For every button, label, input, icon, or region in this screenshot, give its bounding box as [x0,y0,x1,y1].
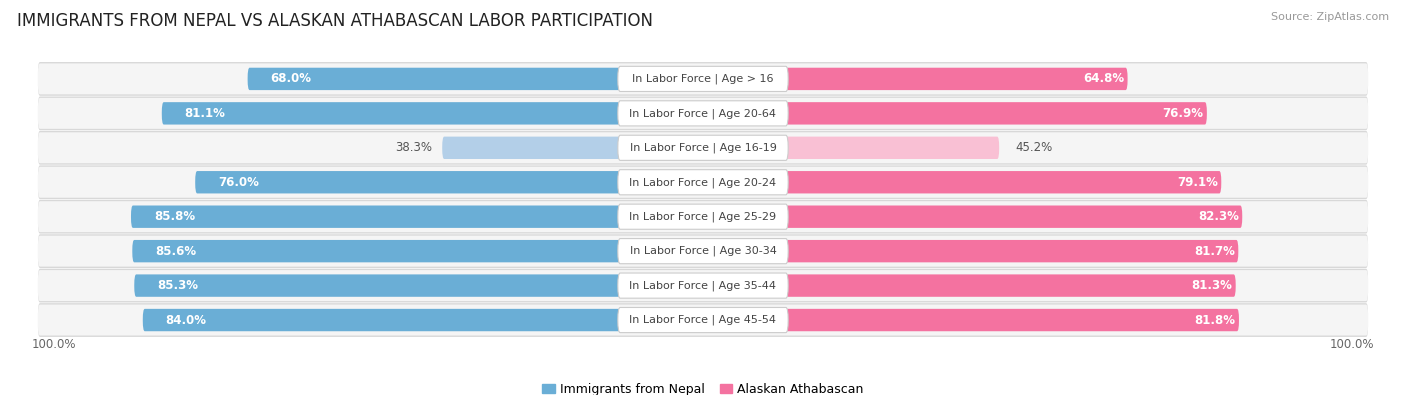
FancyBboxPatch shape [443,137,703,159]
FancyBboxPatch shape [38,98,1368,129]
Text: 81.7%: 81.7% [1194,245,1234,258]
FancyBboxPatch shape [38,234,1368,268]
FancyBboxPatch shape [38,131,1368,165]
Text: In Labor Force | Age 16-19: In Labor Force | Age 16-19 [630,143,776,153]
FancyBboxPatch shape [38,269,1368,303]
FancyBboxPatch shape [38,201,1368,232]
FancyBboxPatch shape [693,240,1239,262]
FancyBboxPatch shape [38,64,1368,94]
FancyBboxPatch shape [38,132,1368,163]
Text: In Labor Force | Age 20-64: In Labor Force | Age 20-64 [630,108,776,118]
FancyBboxPatch shape [143,309,703,331]
FancyBboxPatch shape [617,101,789,126]
FancyBboxPatch shape [617,239,789,264]
Text: 45.2%: 45.2% [1015,141,1053,154]
Legend: Immigrants from Nepal, Alaskan Athabascan: Immigrants from Nepal, Alaskan Athabasca… [537,378,869,395]
Text: 68.0%: 68.0% [270,72,312,85]
Text: 81.3%: 81.3% [1191,279,1233,292]
Text: In Labor Force | Age > 16: In Labor Force | Age > 16 [633,73,773,84]
Text: 84.0%: 84.0% [166,314,207,327]
Text: 81.1%: 81.1% [184,107,225,120]
FancyBboxPatch shape [693,309,1239,331]
FancyBboxPatch shape [617,273,789,298]
FancyBboxPatch shape [617,135,789,160]
Text: 85.6%: 85.6% [155,245,197,258]
Text: In Labor Force | Age 30-34: In Labor Force | Age 30-34 [630,246,776,256]
FancyBboxPatch shape [38,236,1368,267]
Text: 64.8%: 64.8% [1083,72,1125,85]
Text: In Labor Force | Age 45-54: In Labor Force | Age 45-54 [630,315,776,325]
Text: 100.0%: 100.0% [31,339,76,351]
FancyBboxPatch shape [693,205,1243,228]
Text: 100.0%: 100.0% [1330,339,1375,351]
FancyBboxPatch shape [247,68,703,90]
Text: 85.8%: 85.8% [153,210,195,223]
Text: 85.3%: 85.3% [157,279,198,292]
Text: In Labor Force | Age 20-24: In Labor Force | Age 20-24 [630,177,776,188]
FancyBboxPatch shape [693,275,1236,297]
FancyBboxPatch shape [617,307,789,333]
Text: 38.3%: 38.3% [395,141,433,154]
FancyBboxPatch shape [617,66,789,92]
Text: 82.3%: 82.3% [1198,210,1239,223]
Text: In Labor Force | Age 25-29: In Labor Force | Age 25-29 [630,211,776,222]
Text: In Labor Force | Age 35-44: In Labor Force | Age 35-44 [630,280,776,291]
FancyBboxPatch shape [38,167,1368,198]
FancyBboxPatch shape [131,205,703,228]
FancyBboxPatch shape [38,270,1368,301]
FancyBboxPatch shape [38,200,1368,233]
FancyBboxPatch shape [617,170,789,195]
FancyBboxPatch shape [693,68,1128,90]
FancyBboxPatch shape [38,96,1368,130]
FancyBboxPatch shape [693,137,1000,159]
Text: 76.9%: 76.9% [1163,107,1204,120]
Text: 79.1%: 79.1% [1177,176,1218,189]
FancyBboxPatch shape [134,275,703,297]
FancyBboxPatch shape [132,240,703,262]
FancyBboxPatch shape [38,303,1368,337]
FancyBboxPatch shape [38,166,1368,199]
Text: IMMIGRANTS FROM NEPAL VS ALASKAN ATHABASCAN LABOR PARTICIPATION: IMMIGRANTS FROM NEPAL VS ALASKAN ATHABAS… [17,12,652,30]
FancyBboxPatch shape [162,102,703,124]
FancyBboxPatch shape [693,171,1222,194]
Text: 81.8%: 81.8% [1195,314,1236,327]
Text: Source: ZipAtlas.com: Source: ZipAtlas.com [1271,12,1389,22]
FancyBboxPatch shape [617,204,789,229]
FancyBboxPatch shape [693,102,1206,124]
Text: 76.0%: 76.0% [218,176,259,189]
FancyBboxPatch shape [195,171,703,194]
FancyBboxPatch shape [38,62,1368,96]
FancyBboxPatch shape [38,305,1368,335]
